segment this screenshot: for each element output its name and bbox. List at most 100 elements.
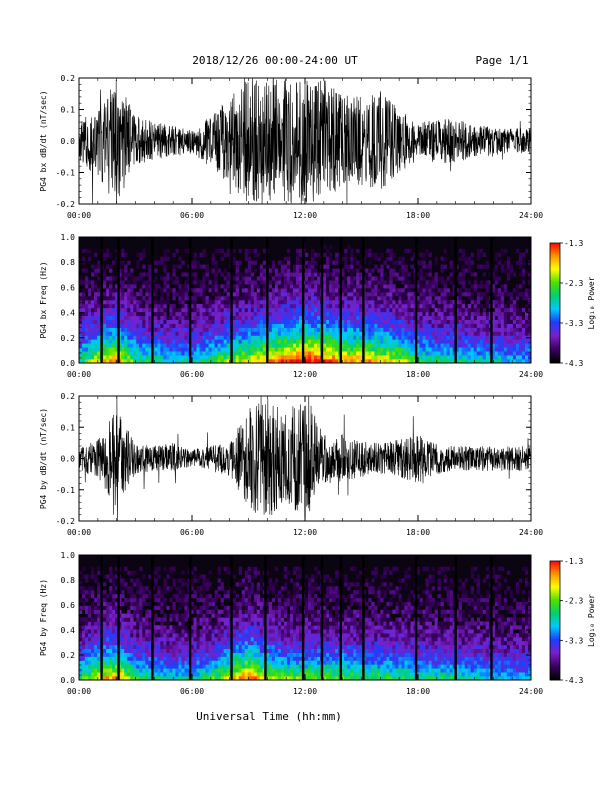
heatmap-cell: [323, 284, 327, 289]
heatmap-cell: [121, 629, 125, 634]
heatmap-cell: [434, 307, 438, 313]
heatmap-cell: [383, 339, 387, 344]
heatmap-cell: [115, 586, 119, 591]
heatmap-cell: [283, 303, 288, 309]
heatmap-cell: [217, 343, 221, 348]
heatmap-cell: [371, 252, 375, 257]
heatmap-cell: [226, 272, 230, 277]
heatmap-cell: [326, 292, 330, 297]
heatmap-cell: [154, 307, 158, 313]
heatmap-cell: [82, 331, 86, 336]
heatmap-cell: [527, 327, 532, 332]
heatmap-cell: [133, 331, 137, 336]
heatmap-cell: [166, 656, 170, 661]
heatmap-cell: [268, 351, 273, 356]
heatmap-cell: [506, 347, 511, 352]
heatmap-cell: [332, 355, 336, 360]
heatmap-cell: [160, 637, 164, 642]
heatmap-cell: [148, 284, 152, 289]
heatmap-cell: [341, 284, 345, 289]
heatmap-cell: [521, 268, 526, 273]
heatmap-cell: [214, 292, 218, 297]
heatmap-cell: [268, 319, 273, 324]
heatmap-cell: [335, 323, 339, 328]
heatmap-cell: [199, 311, 203, 317]
heatmap-cell: [202, 300, 206, 305]
heatmap-cell: [139, 676, 143, 681]
heatmap-cell: [166, 648, 170, 653]
heatmap-cell: [211, 307, 215, 313]
heatmap-cell: [109, 264, 113, 269]
heatmap-cell: [181, 315, 185, 320]
heatmap-cell: [220, 248, 224, 254]
heatmap-cell: [109, 629, 113, 634]
heatmap-cell: [521, 339, 526, 344]
heatmap-cell: [521, 319, 526, 324]
heatmap-cell: [232, 256, 236, 261]
heatmap-cell: [503, 315, 508, 320]
heatmap-cell: [97, 339, 101, 344]
heatmap-cell: [274, 351, 279, 356]
heatmap-cell: [425, 319, 429, 324]
colorbar-segment: [550, 323, 560, 326]
heatmap-cell: [473, 359, 478, 364]
colorbar-segment: [550, 283, 560, 286]
heatmap-cell: [479, 284, 484, 289]
heatmap-cell: [79, 644, 83, 650]
heatmap-cell: [79, 590, 83, 595]
heatmap-cell: [175, 315, 179, 320]
colorbar-segment: [550, 277, 560, 280]
heatmap-cell: [305, 355, 309, 360]
heatmap-cell: [350, 319, 354, 324]
heatmap-cell: [154, 355, 158, 360]
heatmap-cell: [289, 351, 294, 356]
heatmap-cell: [292, 288, 297, 293]
heatmap-cell: [401, 292, 405, 297]
heatmap-cell: [446, 300, 450, 305]
heatmap-cell: [434, 351, 438, 356]
heatmap-cell: [317, 315, 321, 320]
heatmap-cell: [115, 284, 119, 289]
heatmap-cell: [262, 351, 267, 356]
heatmap-cell: [103, 597, 107, 603]
heatmap-cell: [142, 629, 146, 634]
heatmap-cell: [220, 284, 224, 289]
heatmap-cell: [184, 594, 188, 599]
heatmap-cell: [139, 590, 143, 595]
heatmap-cell: [91, 644, 95, 650]
heatmap-cell: [371, 319, 375, 324]
heatmap-cell: [311, 355, 315, 360]
heatmap-cell: [434, 272, 438, 277]
heatmap-cell: [323, 296, 327, 301]
heatmap-cell: [344, 315, 348, 320]
heatmap-cell: [217, 331, 221, 336]
heatmap-cell: [497, 303, 502, 309]
heatmap-cell: [308, 339, 312, 344]
heatmap-cell: [178, 656, 182, 661]
heatmap-cell: [235, 335, 239, 340]
heatmap-cell: [130, 319, 134, 324]
heatmap-cell: [190, 609, 194, 614]
heatmap-cell: [253, 284, 258, 289]
heatmap-cell: [371, 280, 375, 285]
heatmap-cell: [368, 280, 372, 285]
heatmap-cell: [169, 327, 173, 332]
heatmap-cell: [214, 264, 218, 269]
colorbar-label: Log₁₀ Power: [587, 276, 596, 329]
heatmap-cell: [416, 300, 420, 305]
heatmap-cell: [148, 347, 152, 352]
heatmap-cell: [169, 660, 173, 665]
heatmap-cell: [109, 343, 113, 348]
heatmap-cell: [148, 640, 152, 646]
heatmap-cell: [482, 347, 487, 352]
heatmap-cell: [157, 633, 161, 638]
heatmap-cell: [112, 288, 116, 293]
heatmap-cell: [455, 343, 459, 348]
heatmap-cell: [259, 300, 264, 305]
heatmap-cell: [208, 570, 212, 575]
heatmap-cell: [347, 264, 351, 269]
heatmap-cell: [271, 260, 276, 265]
heatmap-cell: [196, 664, 200, 669]
heatmap-cell: [85, 672, 89, 677]
heatmap-cell: [250, 351, 255, 356]
